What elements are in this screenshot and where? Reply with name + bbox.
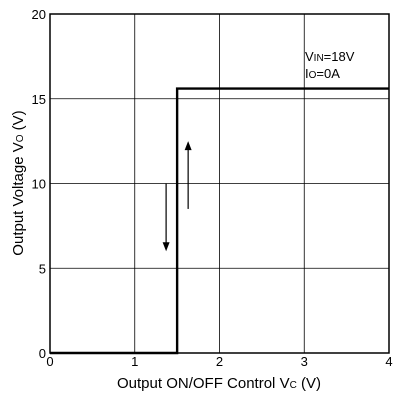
y-axis-label: Output Voltage VO (V)	[10, 110, 27, 255]
arrow-head	[162, 242, 170, 252]
hysteresis-arrows	[162, 141, 192, 252]
x-tick-label: 0	[46, 354, 53, 369]
x-tick-label: 1	[131, 354, 138, 369]
y-tick-labels: 0 5 10 15 20	[32, 7, 46, 361]
x-tick-labels: 0 1 2 3 4	[46, 354, 392, 369]
arrow-head	[184, 141, 192, 151]
x-axis-label: Output ON/OFF Control VC (V)	[117, 375, 321, 392]
y-tick-label: 20	[32, 7, 46, 22]
y-tick-label: 10	[32, 177, 46, 192]
x-tick-label: 4	[385, 354, 392, 369]
arrow-up	[184, 141, 192, 209]
condition-io: IO=0A	[305, 66, 340, 81]
arrow-down	[162, 183, 170, 252]
y-tick-label: 15	[32, 92, 46, 107]
x-tick-label: 2	[216, 354, 223, 369]
plot-frame	[49, 13, 390, 354]
x-tick-label: 3	[301, 354, 308, 369]
conditions-annotation: VIN=18V IO=0A	[305, 49, 355, 81]
y-tick-label: 5	[39, 261, 46, 276]
y-tick-label: 0	[39, 346, 46, 361]
grid	[50, 14, 389, 353]
condition-vin: VIN=18V	[305, 49, 355, 64]
